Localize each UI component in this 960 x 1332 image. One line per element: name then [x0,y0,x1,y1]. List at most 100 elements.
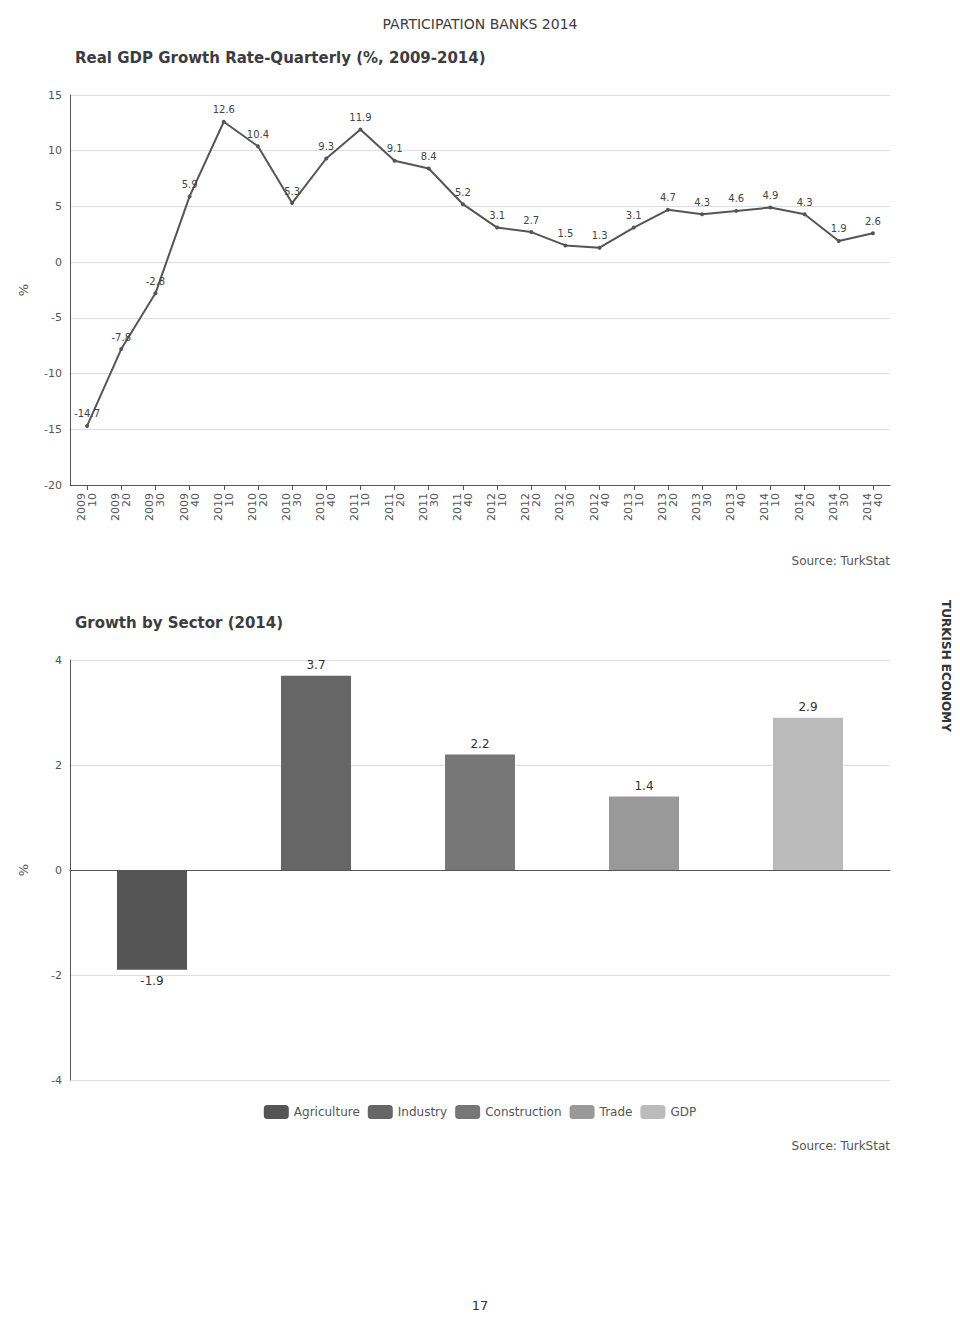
svg-text:Source: TurkStat: Source: TurkStat [792,1139,891,1153]
svg-text:15: 15 [48,89,62,102]
svg-text:10: 10 [496,493,509,507]
svg-text:2010: 2010 [245,493,259,521]
svg-text:1.4: 1.4 [634,779,653,793]
svg-text:Trade: Trade [599,1105,633,1119]
svg-text:2011: 2011 [416,493,430,521]
svg-text:2009: 2009 [177,493,191,521]
svg-text:40: 40 [462,493,475,507]
svg-text:9.1: 9.1 [387,143,403,154]
svg-text:10: 10 [769,493,782,507]
svg-text:2012: 2012 [519,493,533,521]
svg-text:20: 20 [804,493,817,507]
svg-text:30: 30 [428,493,441,507]
svg-text:11.9: 11.9 [349,112,371,123]
svg-text:5: 5 [55,200,62,213]
svg-text:GDP: GDP [670,1105,696,1119]
svg-text:5.2: 5.2 [455,187,471,198]
svg-text:1.9: 1.9 [831,223,847,234]
svg-text:-15: -15 [44,423,62,436]
svg-text:0: 0 [55,256,62,269]
svg-text:PARTICIPATION BANKS 2014: PARTICIPATION BANKS 2014 [383,16,578,32]
svg-text:17: 17 [472,1298,489,1313]
svg-text:5.3: 5.3 [284,186,300,197]
svg-text:2.9: 2.9 [798,700,817,714]
svg-text:-2: -2 [51,969,62,982]
svg-text:%: % [16,864,31,876]
svg-text:Agriculture: Agriculture [294,1105,360,1119]
svg-text:2: 2 [55,759,62,772]
svg-text:%: % [16,284,31,296]
svg-text:Industry: Industry [398,1105,447,1119]
svg-text:Source: TurkStat: Source: TurkStat [792,554,891,568]
svg-text:2013: 2013 [655,493,669,521]
svg-text:2010: 2010 [314,493,328,521]
svg-text:-10: -10 [44,367,62,380]
svg-text:-5: -5 [51,311,62,324]
svg-text:10: 10 [359,493,372,507]
svg-text:4.9: 4.9 [762,190,778,201]
svg-text:5.9: 5.9 [182,179,198,190]
svg-text:10.4: 10.4 [247,129,269,140]
svg-text:30: 30 [154,493,167,507]
svg-text:-1.9: -1.9 [140,974,163,988]
svg-text:2.2: 2.2 [470,737,489,751]
svg-text:-7.8: -7.8 [111,332,131,343]
svg-text:4.7: 4.7 [660,192,676,203]
svg-text:2009: 2009 [109,493,123,521]
svg-text:4.3: 4.3 [797,197,813,208]
svg-text:Growth by Sector (2014): Growth by Sector (2014) [75,614,283,632]
svg-text:30: 30 [291,493,304,507]
svg-text:3.1: 3.1 [626,210,642,221]
svg-text:40: 40 [325,493,338,507]
svg-text:10: 10 [48,144,62,157]
svg-text:2012: 2012 [587,493,601,521]
svg-text:3.1: 3.1 [489,210,505,221]
svg-text:4.3: 4.3 [694,197,710,208]
svg-text:2010: 2010 [211,493,225,521]
svg-text:40: 40 [189,493,202,507]
svg-text:4.6: 4.6 [728,193,744,204]
svg-text:20: 20 [120,493,133,507]
svg-text:2009: 2009 [75,493,89,521]
svg-text:2013: 2013 [690,493,704,521]
svg-text:40: 40 [872,493,885,507]
svg-text:10: 10 [633,493,646,507]
svg-text:4: 4 [55,654,62,667]
svg-text:2.7: 2.7 [523,215,539,226]
svg-text:10: 10 [86,493,99,507]
svg-text:30: 30 [564,493,577,507]
svg-text:2011: 2011 [450,493,464,521]
svg-text:Construction: Construction [485,1105,561,1119]
svg-text:8.4: 8.4 [421,151,437,162]
svg-text:1.3: 1.3 [592,230,608,241]
svg-text:12.6: 12.6 [213,104,235,115]
svg-text:2011: 2011 [348,493,362,521]
svg-text:0: 0 [55,864,62,877]
svg-text:30: 30 [701,493,714,507]
svg-text:-4: -4 [51,1074,62,1087]
svg-text:10: 10 [223,493,236,507]
svg-text:30: 30 [838,493,851,507]
svg-text:2012: 2012 [485,493,499,521]
svg-text:2012: 2012 [553,493,567,521]
svg-text:40: 40 [599,493,612,507]
svg-text:2013: 2013 [724,493,738,521]
svg-text:20: 20 [667,493,680,507]
svg-text:20: 20 [394,493,407,507]
svg-text:2.6: 2.6 [865,216,881,227]
svg-text:2013: 2013 [621,493,635,521]
svg-text:-2.8: -2.8 [146,276,166,287]
svg-text:2010: 2010 [280,493,294,521]
svg-text:40: 40 [735,493,748,507]
svg-text:2009: 2009 [143,493,157,521]
svg-text:20: 20 [257,493,270,507]
svg-text:-20: -20 [44,479,62,492]
svg-text:-14.7: -14.7 [74,408,100,419]
svg-text:1.5: 1.5 [557,228,573,239]
svg-text:Real GDP Growth Rate-Quarterly: Real GDP Growth Rate-Quarterly (%, 2009-… [75,49,486,67]
svg-text:9.3: 9.3 [318,141,334,152]
svg-text:3.7: 3.7 [306,658,325,672]
svg-text:20: 20 [530,493,543,507]
svg-text:2011: 2011 [382,493,396,521]
svg-text:TURKISH ECONOMY: TURKISH ECONOMY [939,600,953,732]
